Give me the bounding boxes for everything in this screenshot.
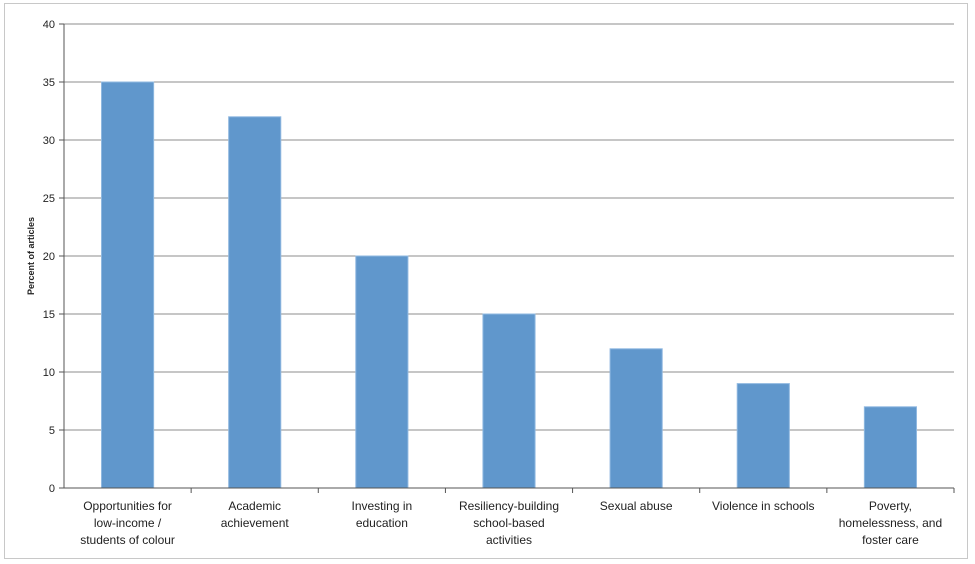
y-tick-label: 10 xyxy=(43,367,55,379)
x-category-label-line: Violence in schools xyxy=(712,499,815,513)
x-category-label: Poverty, homelessness, and foster care xyxy=(839,499,942,547)
x-category-label-line: education xyxy=(356,516,408,530)
labels: 0 5 10 15 20 25 30 35 40 Opportunities for low-inc… xyxy=(43,19,942,547)
y-tick-label: 30 xyxy=(43,135,55,147)
bar xyxy=(228,116,282,489)
bars xyxy=(101,81,917,489)
bar xyxy=(609,348,663,489)
y-tick-label: 40 xyxy=(43,19,55,31)
gridlines xyxy=(64,23,954,431)
bar xyxy=(736,383,790,489)
axes xyxy=(59,23,955,493)
x-category-label-line: Investing in xyxy=(352,499,413,513)
bar xyxy=(355,255,409,489)
x-category-label-line: homelessness, and xyxy=(839,516,942,530)
x-category-label-line: activities xyxy=(486,533,532,547)
x-category-label-line: Opportunities for xyxy=(83,499,172,513)
x-category-label: Sexual abuse xyxy=(600,499,673,513)
y-tick-label: 0 xyxy=(49,483,55,495)
x-category-label-line: Resiliency-building xyxy=(459,499,559,513)
y-tick-label: 25 xyxy=(43,193,55,205)
x-category-label: Violence in schools xyxy=(712,499,815,513)
x-category-label-line: low-income / xyxy=(94,516,162,530)
x-category-label: Academic achievement xyxy=(221,499,290,530)
x-category-label: Investing in education xyxy=(352,499,413,530)
x-category-label-line: foster care xyxy=(862,533,919,547)
x-category-label-line: Poverty, xyxy=(869,499,912,513)
x-category-label-line: students of colour xyxy=(80,533,175,547)
y-tick-label: 5 xyxy=(49,425,55,437)
y-tick-label: 15 xyxy=(43,309,55,321)
y-tick-label: 35 xyxy=(43,77,55,89)
x-category-label-line: achievement xyxy=(221,516,290,530)
bar xyxy=(101,81,155,489)
x-category-label: Resiliency-building school-based activitie… xyxy=(459,499,559,547)
y-tick-label: 20 xyxy=(43,251,55,263)
x-category-label-line: Sexual abuse xyxy=(600,499,673,513)
x-category-label: Opportunities for low-income / students of… xyxy=(80,499,175,547)
x-category-label-line: school-based xyxy=(473,516,544,530)
bar xyxy=(482,313,536,489)
bar xyxy=(863,406,917,489)
x-category-label-line: Academic xyxy=(228,499,281,513)
y-axis-title: Percent of articles xyxy=(26,217,36,295)
